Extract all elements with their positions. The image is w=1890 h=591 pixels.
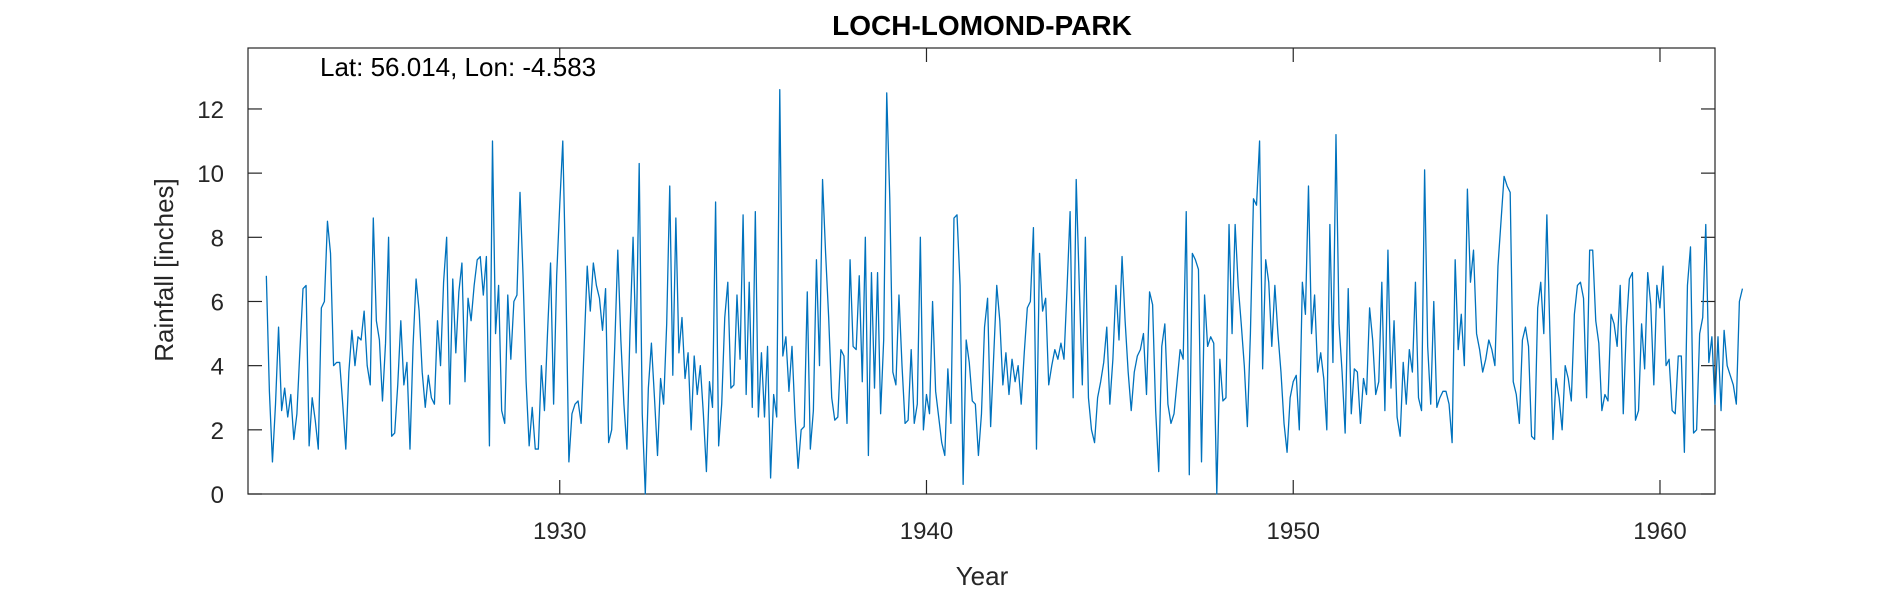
y-tick-label: 12	[197, 97, 224, 124]
y-tick-label: 4	[211, 354, 224, 381]
x-axis-title: Year	[956, 561, 1009, 591]
y-tick-label: 6	[211, 289, 224, 316]
y-axis-ticks: 0 2 4 6 8 10 12	[197, 97, 1715, 509]
plot-area-border	[247, 47, 1716, 495]
station-coordinates-annotation: Lat: 56.014, Lon: -4.583	[320, 52, 596, 82]
y-tick-label: 0	[211, 482, 224, 509]
rainfall-series-line	[265, 89, 1744, 495]
y-tick-label: 10	[197, 161, 224, 188]
series-layer	[265, 89, 1744, 495]
x-tick-label: 1960	[1633, 518, 1686, 545]
chart-title: LOCH-LOMOND-PARK	[832, 10, 1132, 41]
plot-frame	[247, 47, 1716, 495]
x-axis-ticks: 1930 1940 1950 1960	[533, 48, 1687, 545]
y-tick-label: 8	[211, 225, 224, 252]
y-tick-label: 2	[211, 418, 224, 445]
y-axis-title: Rainfall [inches]	[149, 178, 179, 362]
x-tick-label: 1930	[533, 518, 586, 545]
x-tick-label: 1940	[900, 518, 953, 545]
x-tick-label: 1950	[1267, 518, 1320, 545]
